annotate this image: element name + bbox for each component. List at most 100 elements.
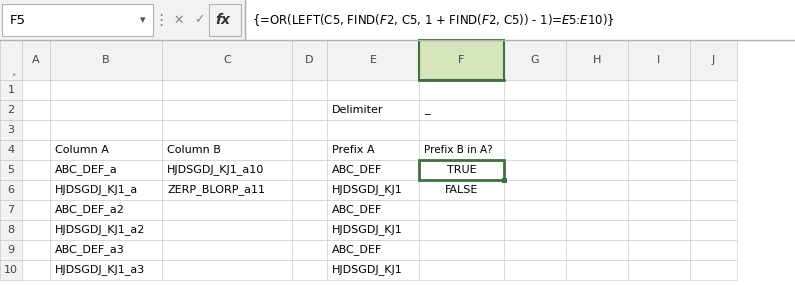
Bar (690, 160, 737, 180)
Bar (566, 140, 628, 160)
Bar (0, 260, 22, 280)
Text: ABC_DEF_a: ABC_DEF_a (55, 164, 118, 176)
Bar (504, 260, 566, 280)
Bar (327, 240, 419, 260)
Bar (327, 80, 419, 100)
Bar (247, 0, 795, 40)
Bar (292, 220, 327, 240)
Bar (0, 220, 22, 240)
Bar (0, 140, 22, 160)
Bar (0, 40, 22, 80)
Bar (162, 100, 292, 120)
Text: HJDSGDJ_KJ1_a10: HJDSGDJ_KJ1_a10 (167, 164, 264, 176)
Bar (628, 120, 690, 140)
Bar (22, 140, 50, 160)
Text: ◂: ◂ (11, 72, 17, 77)
Bar (566, 240, 628, 260)
Bar (504, 220, 566, 240)
Bar (0, 240, 22, 260)
Text: J: J (712, 55, 716, 65)
Bar (292, 40, 327, 80)
Bar (690, 220, 737, 240)
Bar (22, 40, 50, 80)
Bar (566, 180, 628, 200)
Bar (22, 160, 50, 180)
Text: Column A: Column A (55, 145, 109, 155)
Text: ABC_DEF_a2: ABC_DEF_a2 (55, 205, 125, 215)
Bar (50, 200, 162, 220)
Bar (292, 120, 327, 140)
Bar (628, 180, 690, 200)
Bar (419, 180, 504, 200)
Text: HJDSGDJ_KJ1_a: HJDSGDJ_KJ1_a (55, 185, 138, 196)
Bar (50, 140, 162, 160)
Bar (50, 100, 162, 120)
Bar (0, 100, 22, 120)
Text: _: _ (424, 105, 429, 115)
Text: C: C (223, 55, 231, 65)
Text: F5: F5 (10, 13, 26, 27)
Bar (0, 0, 795, 40)
Bar (419, 160, 504, 180)
Bar (162, 240, 292, 260)
Bar (292, 140, 327, 160)
Bar (566, 200, 628, 220)
Bar (504, 100, 566, 120)
Text: ✕: ✕ (174, 13, 184, 27)
Text: 1: 1 (7, 85, 14, 95)
Bar (327, 120, 419, 140)
Bar (327, 260, 419, 280)
Bar (50, 160, 162, 180)
Text: ✓: ✓ (194, 13, 204, 27)
Bar (327, 40, 419, 80)
Bar (22, 220, 50, 240)
Bar (162, 140, 292, 160)
Text: 9: 9 (7, 245, 14, 255)
Bar (628, 40, 690, 80)
Bar (50, 80, 162, 100)
Bar (50, 220, 162, 240)
Bar (22, 100, 50, 120)
Bar (690, 200, 737, 220)
Bar (566, 260, 628, 280)
Bar (292, 200, 327, 220)
Bar (2, 4, 153, 36)
Bar (162, 40, 292, 80)
Text: F: F (458, 55, 465, 65)
Text: ABC_DEF: ABC_DEF (332, 205, 382, 215)
Bar (504, 200, 566, 220)
Bar (566, 40, 628, 80)
Bar (22, 200, 50, 220)
Text: FALSE: FALSE (445, 185, 478, 195)
Text: Prefix B in A?: Prefix B in A? (424, 145, 493, 155)
Text: 4: 4 (7, 145, 14, 155)
Text: B: B (103, 55, 110, 65)
Text: G: G (531, 55, 539, 65)
Bar (50, 120, 162, 140)
Bar (292, 160, 327, 180)
Bar (419, 80, 504, 100)
Bar (690, 120, 737, 140)
Bar (327, 100, 419, 120)
Bar (628, 260, 690, 280)
Bar (419, 100, 504, 120)
Text: I: I (657, 55, 661, 65)
Bar (162, 80, 292, 100)
Text: HJDSGDJ_KJ1: HJDSGDJ_KJ1 (332, 264, 403, 276)
Text: 3: 3 (7, 125, 14, 135)
Bar (504, 40, 566, 80)
Text: A: A (32, 55, 40, 65)
Bar (566, 100, 628, 120)
Text: Column B: Column B (167, 145, 221, 155)
Bar (690, 80, 737, 100)
Text: HJDSGDJ_KJ1_a2: HJDSGDJ_KJ1_a2 (55, 225, 145, 235)
Bar (22, 260, 50, 280)
Text: H: H (593, 55, 601, 65)
Bar (22, 240, 50, 260)
Bar (209, 4, 241, 36)
Bar (690, 40, 737, 80)
Bar (0, 120, 22, 140)
Bar (327, 140, 419, 160)
Bar (419, 140, 504, 160)
Bar (419, 120, 504, 140)
